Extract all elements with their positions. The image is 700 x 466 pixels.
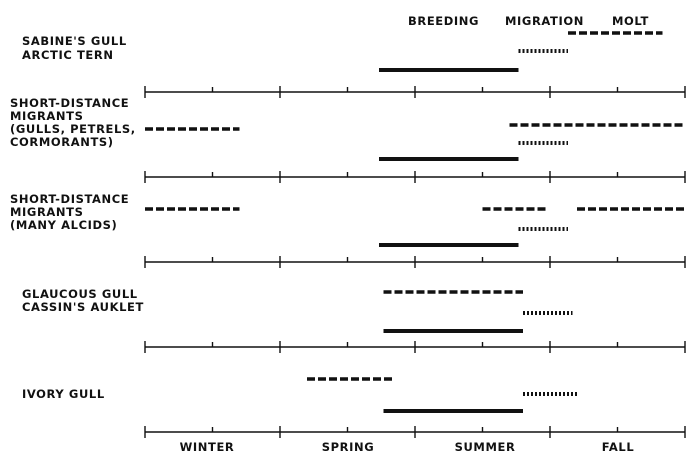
- group-3-label-line: MIGRANTS: [10, 205, 83, 219]
- season-label-spring: SPRING: [322, 440, 375, 454]
- season-labels: WINTER SPRING SUMMER FALL: [180, 440, 635, 454]
- group-2-label-line: (GULLS, PETRELS,: [10, 122, 136, 136]
- season-label-summer: SUMMER: [455, 440, 516, 454]
- group-4-label-line: GLAUCOUS GULL: [22, 287, 138, 301]
- group-2-label-line: SHORT-DISTANCE: [10, 96, 129, 110]
- header-breeding: BREEDING: [408, 14, 479, 28]
- group-3-label-line: SHORT-DISTANCE: [10, 192, 129, 206]
- group-2-label-line: MIGRANTS: [10, 109, 83, 123]
- group-3-label-line: (MANY ALCIDS): [10, 218, 117, 232]
- header-migration: MIGRATION: [505, 14, 584, 28]
- group-5-label-line: IVORY GULL: [22, 387, 105, 401]
- group-2-label-line: CORMORANTS): [10, 135, 114, 149]
- group-1-label-line: ARCTIC TERN: [22, 48, 114, 62]
- season-label-winter: WINTER: [180, 440, 235, 454]
- season-label-fall: FALL: [602, 440, 635, 454]
- header-molt: MOLT: [612, 14, 649, 28]
- group-4-label-line: CASSIN'S AUKLET: [22, 300, 144, 314]
- group-1-label-line: SABINE'S GULL: [22, 34, 127, 48]
